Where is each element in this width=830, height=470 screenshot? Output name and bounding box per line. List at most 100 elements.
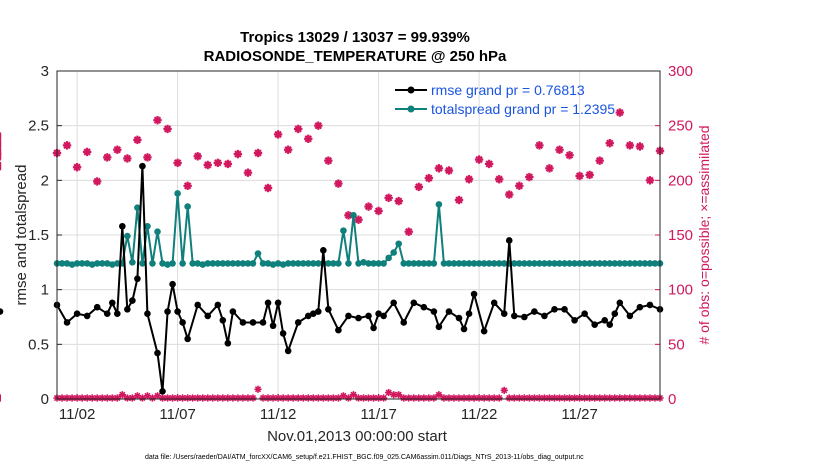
y-left-tick-label: 2.5 xyxy=(28,118,49,135)
totalspread-point xyxy=(244,260,252,267)
obs-assimilated-marker xyxy=(611,394,619,402)
y-right-tick-label: 100 xyxy=(668,282,693,299)
obs-possible-marker xyxy=(454,195,464,205)
series-possible xyxy=(0,108,665,236)
totalspread-point xyxy=(134,204,141,211)
y-left-tick-label: 1 xyxy=(41,282,49,299)
obs-possible-marker xyxy=(354,215,363,224)
obs-assimilated-marker xyxy=(289,394,297,402)
rmse-point xyxy=(315,308,322,315)
obs-assimilated-marker xyxy=(591,394,599,402)
obs-possible-marker xyxy=(535,141,544,150)
legend-spread-label: totalspread grand pr = 1.2395 xyxy=(431,101,615,117)
obs-assimilated-marker xyxy=(390,391,398,399)
y-left-ticks: 0 0.5 1 1.5 2 2.5 3 xyxy=(28,63,62,408)
totalspread-point xyxy=(380,260,387,267)
totalspread-point xyxy=(405,260,413,267)
rmse-point xyxy=(229,308,237,315)
obs-possible-marker xyxy=(93,177,102,186)
obs-assimilated-marker xyxy=(495,394,503,402)
totalspread-point xyxy=(536,260,543,267)
rmse-point xyxy=(460,325,468,333)
totalspread-point xyxy=(561,260,568,267)
obs-possible-marker xyxy=(123,154,132,163)
totalspread-point xyxy=(224,260,232,267)
obs-assimilated-marker xyxy=(380,394,388,402)
totalspread-point xyxy=(78,260,86,267)
rmse-point xyxy=(370,324,377,332)
obs-assimilated-marker xyxy=(184,394,192,402)
x-tick-label: 11/12 xyxy=(260,406,296,423)
totalspread-point xyxy=(63,260,71,267)
totalspread-point xyxy=(521,260,528,267)
totalspread-point xyxy=(194,260,201,267)
obs-possible-marker xyxy=(314,121,323,130)
rmse-point xyxy=(510,312,518,320)
totalspread-point xyxy=(299,260,307,267)
rmse-point xyxy=(455,314,463,322)
totalspread-point xyxy=(114,260,121,267)
totalspread-point xyxy=(249,260,257,267)
obs-possible-marker xyxy=(404,227,413,236)
chart-title: Tropics 13029 / 13037 = 99.939% xyxy=(240,29,470,46)
obs-possible-marker xyxy=(645,176,655,185)
obs-assimilated-marker xyxy=(264,394,272,402)
rmse-point xyxy=(159,388,166,395)
totalspread-point xyxy=(445,260,453,267)
rmse-point xyxy=(174,308,181,315)
rmse-point xyxy=(73,310,81,318)
obs-possible-marker xyxy=(113,145,122,154)
obs-possible-marker xyxy=(464,175,474,184)
obs-possible-marker xyxy=(434,164,444,173)
totalspread-point xyxy=(68,261,76,268)
obs-possible-marker xyxy=(153,116,162,125)
totalspread-point xyxy=(551,260,558,267)
totalspread-point xyxy=(606,260,614,267)
totalspread-point xyxy=(304,260,312,267)
rmse-point xyxy=(490,299,498,307)
totalspread-point xyxy=(179,260,186,267)
totalspread-point xyxy=(229,260,237,267)
obs-possible-marker xyxy=(193,152,202,161)
totalspread-point xyxy=(500,260,508,267)
rmse-point xyxy=(103,310,111,318)
obs-assimilated-marker xyxy=(415,394,423,402)
totalspread-point xyxy=(415,260,423,267)
rmse-point xyxy=(304,312,312,320)
obs-possible-marker xyxy=(444,166,454,175)
plot-frame xyxy=(56,70,661,400)
rmse-point xyxy=(465,310,473,318)
obs-possible-marker xyxy=(555,145,564,154)
rmse-point xyxy=(194,301,201,309)
totalspread-point xyxy=(73,260,81,267)
rmse-point xyxy=(500,310,508,318)
obs-possible-marker xyxy=(595,156,604,165)
obs-assimilated-marker xyxy=(500,386,508,394)
y-right-tick-label: 50 xyxy=(668,336,685,353)
rmse-point xyxy=(274,299,282,307)
totalspread-point xyxy=(219,260,227,267)
totalspread-point xyxy=(279,261,287,268)
series-rmse xyxy=(0,162,664,395)
totalspread-point xyxy=(88,261,96,268)
rmse-point xyxy=(521,313,528,321)
obs-assimilated-marker xyxy=(249,394,257,402)
y-right-tick-label: 250 xyxy=(668,118,693,135)
rmse-point xyxy=(591,321,598,328)
obs-possible-marker xyxy=(495,175,504,184)
obs-possible-marker xyxy=(545,164,554,173)
obs-possible-marker xyxy=(82,147,92,157)
totalspread-point xyxy=(420,260,428,267)
rmse-point xyxy=(83,312,91,320)
obs-possible-marker xyxy=(72,163,82,172)
totalspread-point xyxy=(108,261,116,268)
rmse-point xyxy=(224,339,232,347)
obs-possible-marker xyxy=(635,142,645,151)
totalspread-point xyxy=(440,260,448,267)
obs-possible-marker xyxy=(183,181,192,190)
obs-assimilated-marker xyxy=(581,394,589,402)
rmse-point xyxy=(390,299,397,307)
rmse-point xyxy=(541,312,548,320)
obs-assimilated-marker xyxy=(369,394,378,402)
rmse-point xyxy=(249,319,257,326)
